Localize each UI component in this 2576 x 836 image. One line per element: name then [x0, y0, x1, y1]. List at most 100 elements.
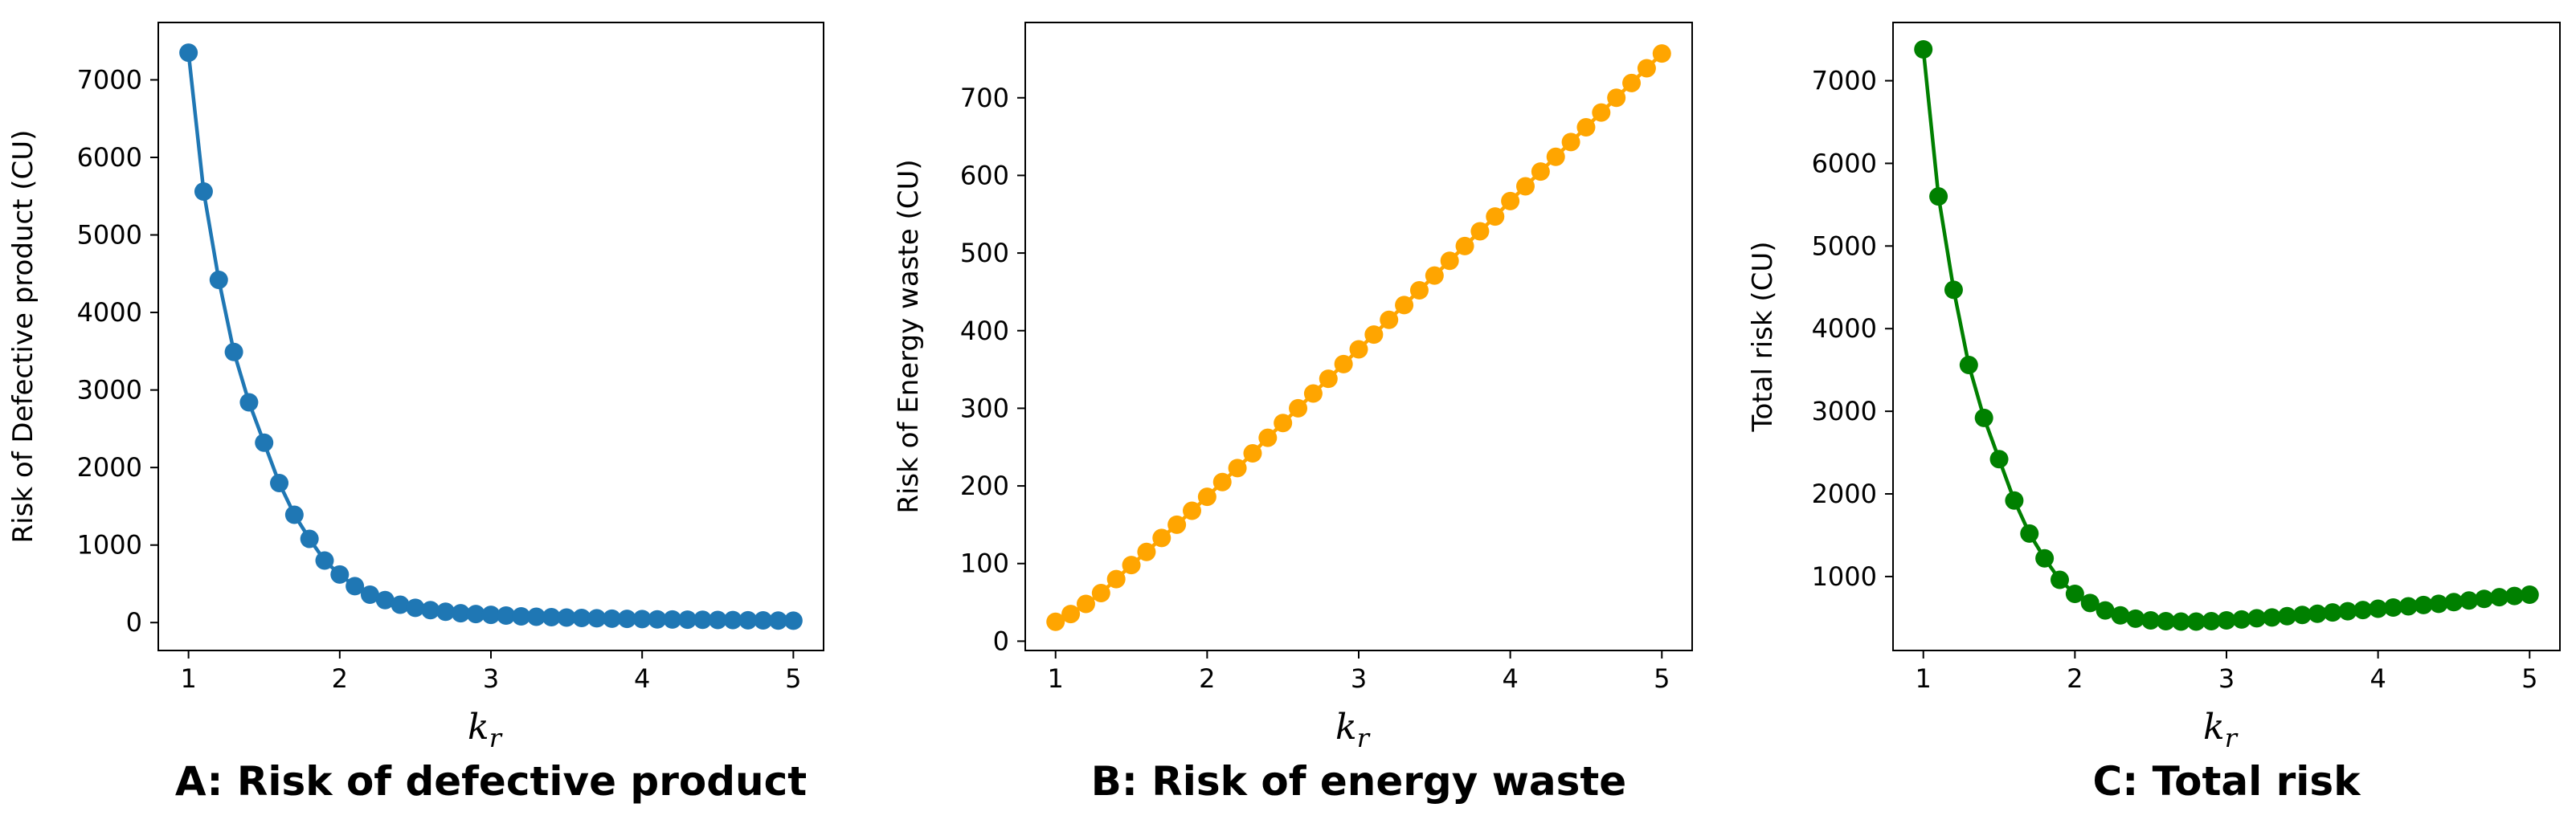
data-point	[1440, 251, 1459, 271]
data-point	[194, 181, 213, 201]
data-point	[1319, 369, 1338, 389]
data-point	[648, 610, 667, 629]
data-point	[1380, 310, 1399, 329]
data-point	[587, 609, 607, 628]
data-point	[1183, 501, 1201, 520]
y-tick-label: 0	[993, 626, 1009, 656]
data-point	[1561, 133, 1580, 152]
data-point	[346, 577, 365, 596]
data-point	[2263, 608, 2282, 627]
data-point	[2051, 570, 2069, 589]
data-point	[284, 505, 304, 524]
data-point	[375, 590, 395, 610]
x-tick-label: 5	[785, 663, 801, 694]
y-tick-label: 6000	[1812, 148, 1877, 178]
data-point	[2475, 589, 2494, 609]
data-point	[2277, 606, 2296, 626]
data-point	[1652, 44, 1671, 63]
data-point	[179, 43, 198, 63]
data-point	[663, 610, 682, 629]
y-tick-label: 5000	[1812, 230, 1877, 261]
x-tick-label: 4	[2370, 663, 2386, 694]
x-axis-label-subscript: r	[1357, 723, 1371, 753]
data-point	[1607, 88, 1626, 108]
data-point	[1592, 103, 1611, 122]
data-point	[1167, 515, 1187, 534]
data-point	[1091, 583, 1110, 602]
data-point	[1974, 408, 1993, 427]
data-point	[1212, 472, 1232, 491]
plot-frame	[1024, 22, 1693, 651]
data-point	[1959, 355, 1978, 374]
data-point	[2035, 548, 2055, 568]
data-point	[754, 611, 773, 630]
x-tick-label: 5	[1654, 663, 1670, 694]
data-point	[723, 610, 742, 630]
y-axis-label: Risk of Defective product (CU)	[7, 130, 39, 544]
data-point	[1303, 384, 1323, 403]
data-point	[1929, 187, 1948, 206]
data-point	[255, 433, 274, 452]
y-tick-label: 200	[960, 471, 1009, 501]
data-point	[1395, 296, 1414, 315]
data-point	[2141, 610, 2161, 630]
data-point	[1425, 266, 1444, 285]
y-tick-label: 100	[960, 548, 1009, 579]
data-point	[783, 611, 803, 630]
data-point	[1349, 340, 1368, 359]
y-axis-label: Total risk (CU)	[1747, 241, 1779, 432]
data-point	[2490, 588, 2509, 607]
panel-1: 1 2 3 4 5 0 100 200 300 400 500 600 700 Risk of Energ…	[893, 22, 1693, 805]
data-point	[1637, 59, 1656, 78]
data-point	[390, 595, 410, 614]
y-tick-label: 500	[960, 238, 1009, 268]
data-point	[1944, 280, 1963, 300]
x-tick-label: 4	[1502, 663, 1518, 694]
panel-0: 1 2 3 4 5 0 1000 2000 3000 4000 5000 6000 7000 Risk o…	[7, 22, 824, 805]
data-point	[300, 529, 319, 548]
data-point	[497, 606, 516, 626]
x-tick-label: 1	[1916, 663, 1932, 694]
x-axis-label-main: k	[2203, 707, 2225, 748]
data-point	[2111, 606, 2130, 625]
y-tick-label: 7000	[77, 64, 142, 95]
x-tick-label: 5	[2521, 663, 2537, 694]
data-point	[1197, 487, 1216, 507]
data-point	[2504, 586, 2524, 606]
y-tick-label: 700	[960, 83, 1009, 113]
data-point	[542, 607, 561, 626]
x-axis-label-main: k	[1335, 707, 1357, 748]
data-point	[1364, 325, 1384, 345]
data-point	[2384, 597, 2402, 617]
data-point	[1228, 459, 1247, 478]
x-tick-label: 2	[1199, 663, 1215, 694]
y-axis-label: Risk of Energy waste (CU)	[893, 159, 925, 513]
panel-title: B: Risk of energy waste	[1091, 758, 1626, 805]
data-point	[2080, 593, 2100, 613]
data-point	[2459, 591, 2479, 610]
data-point	[708, 610, 727, 630]
data-point	[512, 607, 531, 626]
x-axis-label-subscript: r	[489, 723, 503, 753]
data-point	[2202, 611, 2221, 630]
data-point	[2232, 610, 2251, 629]
data-point	[1046, 612, 1065, 631]
y-tick-label: 3000	[77, 375, 142, 406]
data-point	[2369, 599, 2388, 618]
data-point	[436, 602, 456, 622]
data-point	[769, 611, 788, 630]
panel-2: 1 2 3 4 5 1000 2000 3000 4000 5000 6000 7000 Total r…	[1747, 22, 2561, 805]
panel-title: A: Risk of defective product	[175, 758, 807, 805]
data-point	[1289, 398, 1308, 418]
data-point	[2126, 609, 2145, 628]
x-tick-label: 2	[332, 663, 348, 694]
data-point	[738, 610, 758, 630]
y-tick-label: 400	[960, 316, 1009, 346]
data-point	[360, 585, 379, 604]
series-line	[1921, 49, 2530, 624]
x-axis-label: kr	[468, 707, 503, 753]
data-point	[330, 565, 350, 584]
data-point	[406, 598, 425, 618]
y-tick-label: 7000	[1812, 66, 1877, 96]
